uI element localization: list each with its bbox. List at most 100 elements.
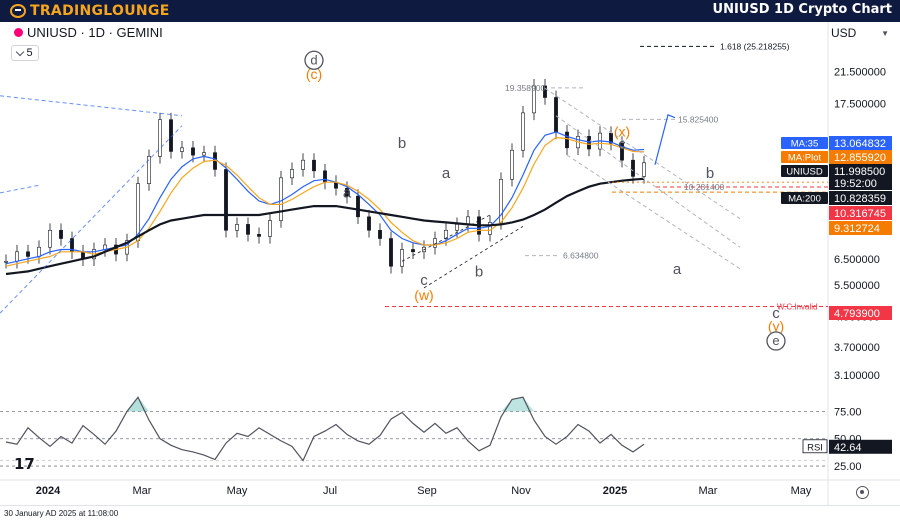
indicator-name: MA:35 xyxy=(791,139,818,150)
gear-icon[interactable] xyxy=(856,486,869,499)
timestamp: 30 January AD 2025 at 11:08:00 xyxy=(4,509,119,518)
time-tick-label: 2024 xyxy=(36,485,61,497)
level-label: W.C.Invalid xyxy=(777,303,817,312)
wave-label: a xyxy=(442,165,451,182)
symbol-legend[interactable]: UNIUSD · 1D · GEMINI xyxy=(14,25,163,40)
level-label: 6.634800 xyxy=(563,251,599,261)
price-tick-label: 17.500000 xyxy=(834,99,886,111)
wave-label: a xyxy=(673,261,682,278)
trendline-upper xyxy=(0,95,183,117)
candle-body xyxy=(202,152,206,156)
target-channel-line xyxy=(544,87,741,220)
footer-bar: 30 January AD 2025 at 11:08:00 xyxy=(0,505,900,522)
candle-body xyxy=(158,119,162,157)
series-line-ma200 xyxy=(5,177,645,276)
currency-selector[interactable]: USD ▼ xyxy=(828,24,892,42)
indicator-value: 12.855920 xyxy=(834,152,886,164)
rsi-name-tag xyxy=(802,439,828,454)
rsi-name: RSI xyxy=(807,442,823,453)
candle-body xyxy=(532,85,536,114)
trendline-lower xyxy=(0,125,183,314)
time-tick-label: Nov xyxy=(511,485,531,497)
candle-body xyxy=(147,156,151,184)
time-tick-label: May xyxy=(227,485,248,497)
wave-label: (x) xyxy=(614,123,630,139)
level-value: 4.793900 xyxy=(834,308,880,320)
wave-label: a xyxy=(343,185,352,202)
rsi-value-tag xyxy=(829,439,892,454)
indicator-value: 13.064832 xyxy=(834,138,886,150)
brand-logo-icon xyxy=(10,4,26,18)
candle-body xyxy=(279,177,283,221)
level-label: 15.825400 xyxy=(678,114,718,124)
indicator-name-tag xyxy=(781,151,828,163)
time-tick-label: Mar xyxy=(699,485,718,497)
time-tick-label: Mar xyxy=(133,485,152,497)
rsi-line xyxy=(5,396,645,462)
indicator-value: 19:52:00 xyxy=(834,178,877,190)
candle-body xyxy=(455,224,459,231)
price-tick-label: 3.700000 xyxy=(834,342,880,354)
chart-title: UNIUSD 1D Crypto Chart xyxy=(712,2,892,17)
candle-body xyxy=(290,169,294,179)
uniswap-icon xyxy=(14,28,23,37)
rsi-value: 42.64 xyxy=(834,442,862,454)
candle-body xyxy=(323,170,327,183)
rsi-tick-label: 25.00 xyxy=(834,461,862,473)
trendline-left xyxy=(0,184,40,194)
candle-body xyxy=(26,251,30,257)
time-tick-label: Jul xyxy=(323,485,337,497)
candle-body xyxy=(367,216,371,231)
brand-name: TRADINGLOUNGE xyxy=(30,3,170,19)
time-tick-label: 2025 xyxy=(603,485,627,497)
projection-arrow xyxy=(654,113,676,165)
candle-body xyxy=(59,229,63,239)
candle-body xyxy=(257,234,261,237)
candle-body xyxy=(565,131,569,149)
indicator-value-tag xyxy=(829,164,892,178)
currency-label: USD xyxy=(831,26,857,40)
price-tick-label: 21.500000 xyxy=(834,66,886,78)
indicator-value: 11.998500 xyxy=(834,166,885,178)
candle-body xyxy=(48,229,52,248)
time-tick-label: May xyxy=(791,485,812,497)
interval-selector[interactable]: 5 xyxy=(11,45,39,61)
tradingview-logo: 17 xyxy=(14,455,35,473)
indicator-value-tag xyxy=(829,191,892,205)
candle-body xyxy=(345,187,349,197)
price-tick-label: 6.500000 xyxy=(834,254,880,266)
candle-body xyxy=(543,85,547,98)
candle-body xyxy=(587,136,591,150)
wave-label: b xyxy=(475,264,483,281)
indicator-name-tag xyxy=(781,165,828,177)
candle-body xyxy=(378,229,382,239)
level-value: 9.312724 xyxy=(834,223,880,235)
candle-body xyxy=(268,220,272,237)
wave-label: e xyxy=(772,333,779,348)
wave-label: (y) xyxy=(768,318,784,334)
candle-body xyxy=(356,195,360,218)
caret-down-icon: ▼ xyxy=(881,28,889,38)
indicator-name-tag xyxy=(781,137,828,149)
wave-label: (c) xyxy=(306,66,322,82)
indicator-name: MA:200 xyxy=(788,194,821,205)
level-value-tag xyxy=(829,221,892,235)
candle-body xyxy=(609,132,613,144)
wave-label: b xyxy=(706,165,714,182)
candle-body xyxy=(554,97,558,133)
wave-label: d xyxy=(310,52,317,67)
target-channel-line xyxy=(555,115,741,248)
candle-body xyxy=(620,142,624,161)
indicator-value-tag xyxy=(829,136,892,150)
candle-body xyxy=(488,222,492,235)
candle-body xyxy=(15,251,19,262)
wave-label: c xyxy=(420,272,428,289)
candle-body xyxy=(642,162,646,177)
wave-label-circle xyxy=(766,331,786,351)
channel-line xyxy=(423,225,524,289)
price-chart[interactable]: 1.618 (25.218255) 19.358900 15.825400 10.28… xyxy=(0,22,900,505)
level-label: 19.358900 xyxy=(505,83,545,93)
candle-body xyxy=(521,112,525,151)
level-value: 10.316745 xyxy=(834,208,886,220)
indicator-value: 10.828359 xyxy=(834,193,886,205)
